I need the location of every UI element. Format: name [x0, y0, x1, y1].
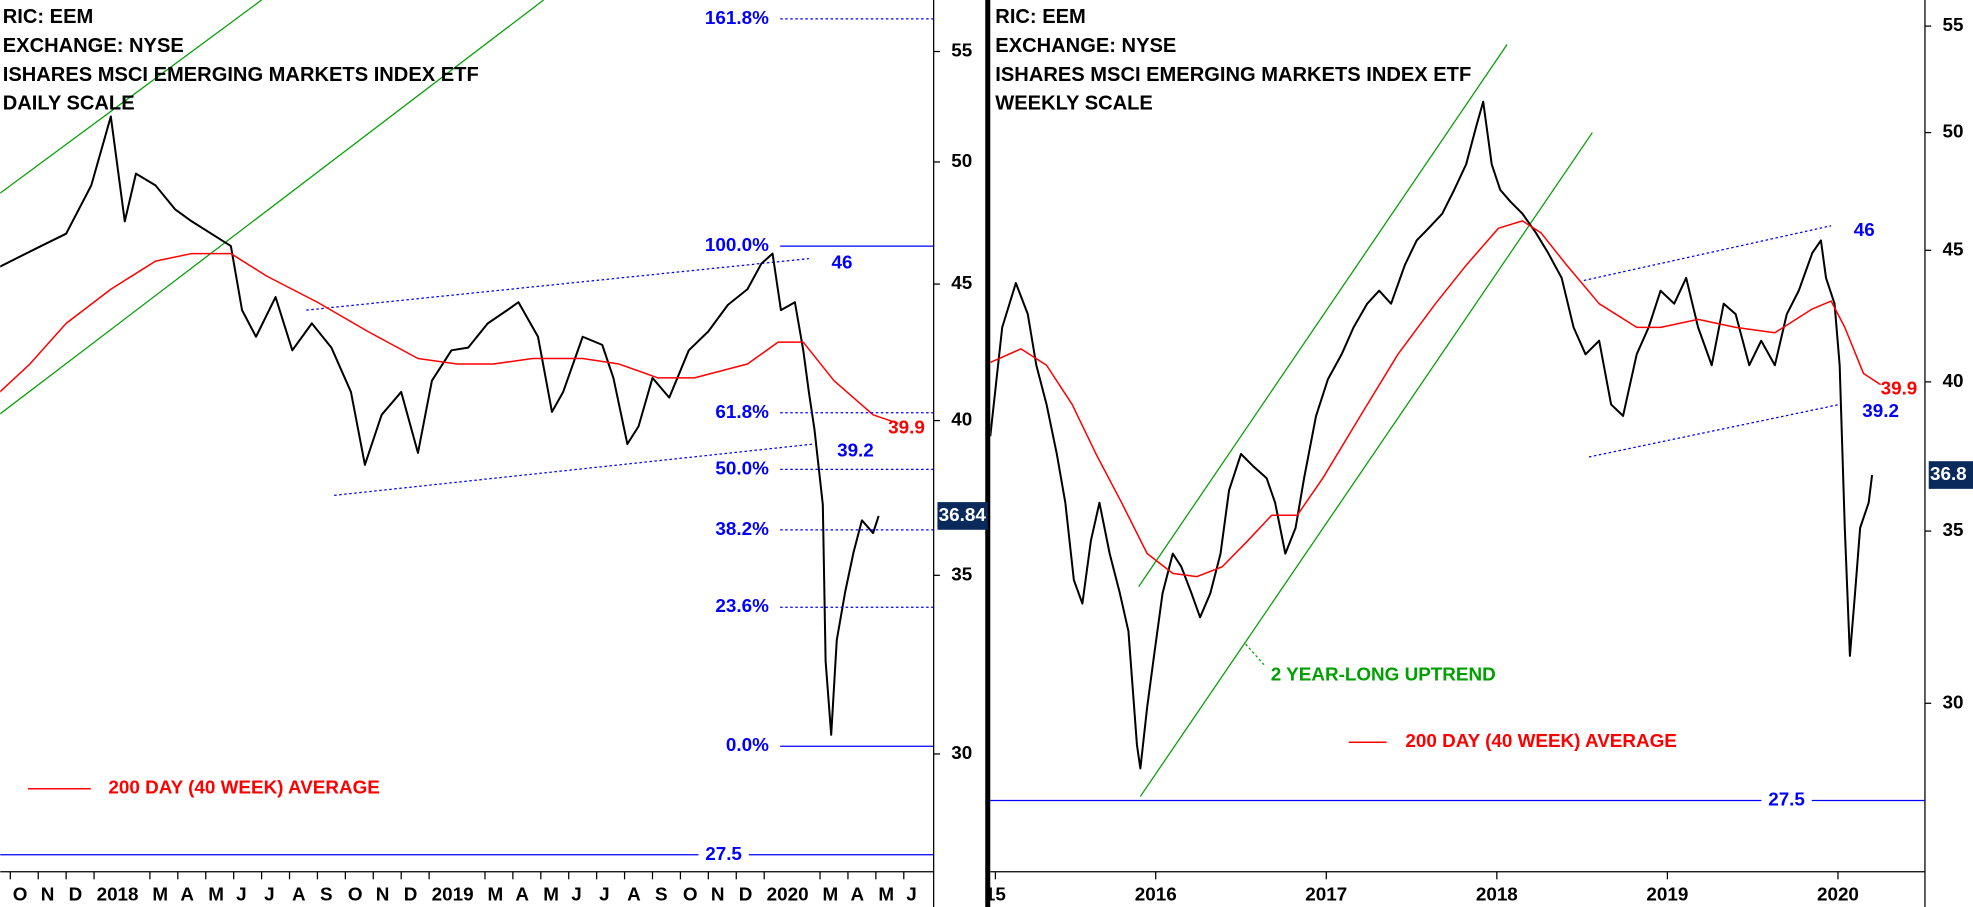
x-tick-label: O: [13, 884, 28, 905]
last-price-label: 36.84: [939, 504, 987, 525]
plot-area: [990, 44, 1882, 797]
x-tick-label: S: [655, 884, 668, 905]
x-tick-label: M: [208, 884, 224, 905]
x-tick-label: J: [599, 884, 609, 905]
x-tick-label: S: [320, 884, 333, 905]
y-tick-label: 55: [1943, 14, 1964, 35]
annotation: 2 YEAR-LONG UPTREND: [1271, 664, 1496, 685]
channel-label: 39.2: [837, 440, 874, 461]
x-tick-label: 2018: [1476, 884, 1518, 905]
trendline: [0, 0, 262, 194]
x-tick-label: 15: [985, 884, 1006, 905]
channel-label: 46: [831, 252, 852, 273]
chart-title: ISHARES MSCI EMERGING MARKETS INDEX ETF: [995, 64, 1471, 86]
x-tick-label: M: [487, 884, 503, 905]
x-tick-label: J: [906, 884, 917, 905]
x-tick-label: 2018: [97, 884, 139, 905]
support-label: 27.5: [1768, 788, 1805, 809]
trendline: [1139, 132, 1593, 797]
legend-label: 200 DAY (40 WEEK) AVERAGE: [108, 777, 379, 798]
y-tick-label: 35: [951, 563, 972, 584]
annotation-leader: [1245, 643, 1267, 668]
average-line: [0, 252, 899, 425]
last-price-badge: [1928, 461, 1973, 489]
x-tick-label: N: [711, 884, 725, 905]
panel-divider: [985, 0, 991, 907]
x-tick-label: N: [376, 884, 390, 905]
x-tick-label: M: [878, 884, 894, 905]
x-tick-label: A: [180, 884, 194, 905]
fib-label: 161.8%: [705, 7, 769, 28]
trendline: [0, 0, 544, 415]
y-tick-label: 55: [951, 39, 972, 60]
chart-title: DAILY SCALE: [3, 93, 135, 115]
y-tick-label: 45: [1943, 238, 1964, 259]
x-tick-label: J: [236, 884, 247, 905]
chart-title: ISHARES MSCI EMERGING MARKETS INDEX ETF: [3, 64, 479, 86]
x-tick-label: D: [69, 884, 83, 905]
y-tick-label: 30: [1943, 691, 1964, 712]
chart-title: RIC: EEM: [995, 6, 1086, 28]
channel-line: [1583, 225, 1832, 282]
plot-area: [0, 0, 899, 736]
x-tick-label: 2016: [1135, 884, 1177, 905]
chart-title: RIC: EEM: [3, 6, 94, 28]
last-price-label: 36.8: [1930, 463, 1967, 484]
fib-label: 50.0%: [715, 457, 769, 478]
x-tick-label: M: [543, 884, 559, 905]
support-label: 27.5: [705, 843, 742, 864]
y-tick-label: 30: [951, 742, 972, 763]
x-tick-label: O: [683, 884, 698, 905]
fib-label: 61.8%: [715, 401, 769, 422]
y-tick-label: 40: [951, 409, 972, 430]
last-price-badge: [937, 502, 988, 530]
x-tick-label: A: [292, 884, 306, 905]
fib-label: 23.6%: [715, 595, 769, 616]
support-label-bg: [1761, 790, 1812, 811]
x-tick-label: 2019: [432, 884, 474, 905]
price-line: [0, 115, 880, 736]
average-end-label: 39.9: [1881, 378, 1918, 399]
y-tick-label: 50: [1943, 121, 1964, 142]
chart-title: WEEKLY SCALE: [995, 93, 1153, 115]
channel-line: [306, 257, 809, 311]
x-tick-label: A: [515, 884, 529, 905]
fib-label: 0.0%: [726, 734, 769, 755]
x-tick-label: A: [627, 884, 641, 905]
x-tick-label: M: [823, 884, 839, 905]
x-tick-label: A: [850, 884, 864, 905]
chart-title: EXCHANGE: NYSE: [995, 35, 1176, 57]
chart-title: EXCHANGE: NYSE: [3, 35, 184, 57]
x-tick-label: J: [571, 884, 581, 905]
trendline: [1138, 44, 1508, 588]
fib-label: 100.0%: [705, 234, 769, 255]
average-line: [990, 220, 1882, 578]
y-tick-label: 35: [1943, 519, 1964, 540]
fib-label: 38.2%: [715, 518, 769, 539]
x-tick-label: M: [152, 884, 168, 905]
x-tick-label: O: [348, 884, 363, 905]
x-tick-label: N: [41, 884, 55, 905]
legend-label: 200 DAY (40 WEEK) AVERAGE: [1405, 730, 1676, 751]
y-tick-label: 50: [951, 150, 972, 171]
channel-label: 46: [1854, 219, 1875, 240]
support-label-bg: [698, 844, 749, 865]
y-tick-label: 40: [1943, 370, 1964, 391]
x-tick-label: D: [404, 884, 418, 905]
y-tick-label: 45: [951, 272, 972, 293]
average-end-label: 39.9: [888, 416, 925, 437]
price-line: [990, 100, 1874, 770]
x-tick-label: 2020: [767, 884, 809, 905]
x-tick-label: 2020: [1817, 884, 1859, 905]
channel-label: 39.2: [1862, 400, 1899, 421]
channel-line: [1588, 403, 1840, 458]
x-tick-label: D: [739, 884, 753, 905]
x-tick-label: J: [264, 884, 275, 905]
x-tick-label: 2017: [1305, 884, 1347, 905]
x-tick-label: 2019: [1646, 884, 1688, 905]
